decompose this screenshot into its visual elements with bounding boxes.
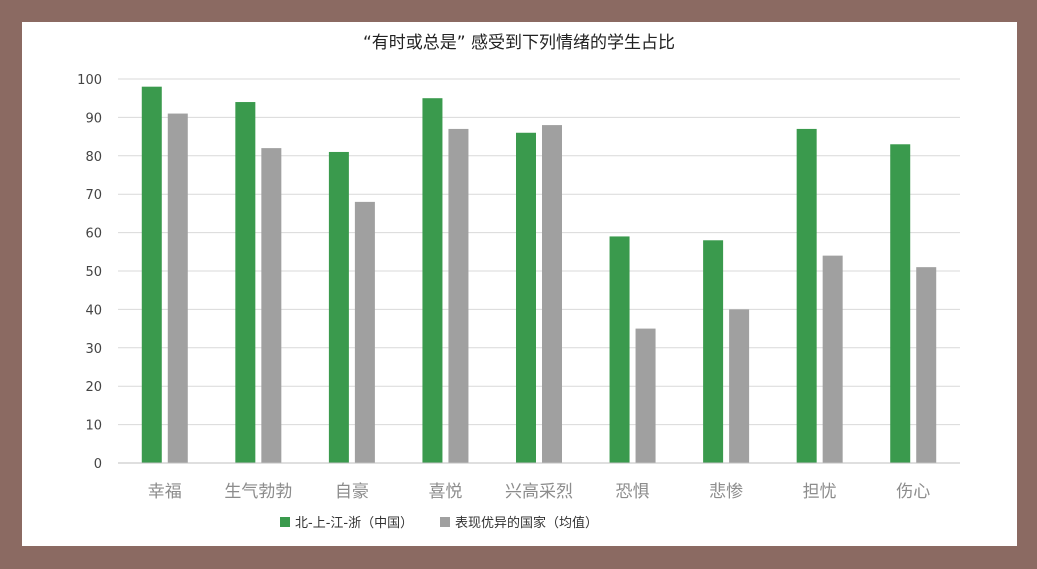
y-tick-label: 60 [85,227,102,242]
x-tick-label: 兴高采烈 [505,482,573,502]
y-axis-ticks: 0 10 20 30 40 50 60 70 80 90 100 [77,73,102,472]
bar-china [422,98,443,463]
bar-top-countries [354,201,375,463]
legend-swatch [440,517,450,527]
x-tick-label: 幸福 [148,482,182,502]
bar-top-countries [729,309,750,463]
legend-label: 北-上-江-浙（中国） [295,516,413,531]
x-tick-label: 恐惧 [616,482,650,502]
x-tick-label: 担忧 [803,482,837,502]
y-tick-label: 10 [85,419,102,434]
bar-top-countries [448,128,469,464]
x-tick-label: 伤心 [896,482,930,502]
legend: 北-上-江-浙（中国） 表现优异的国家（均值） [280,515,598,531]
bar-china [703,240,724,463]
bars [141,86,937,464]
gridlines [118,78,960,426]
legend-swatch [280,517,290,527]
y-tick-label: 30 [85,342,102,357]
y-tick-label: 80 [85,150,102,165]
bar-top-countries [167,113,188,463]
bar-china [796,128,817,464]
y-tick-label: 20 [85,380,102,395]
bar-china [235,102,256,463]
y-tick-label: 70 [85,188,102,203]
chart-frame: “有时或总是” 感受到下列情绪的学生占比 0 10 20 30 40 50 60 70 80 90… [22,22,1017,546]
y-tick-label: 40 [85,303,102,318]
legend-label: 表现优异的国家（均值） [455,515,598,531]
bar-top-countries [822,255,843,463]
bar-china [516,132,536,463]
bar-china [890,144,911,463]
x-tick-label: 喜悦 [428,482,462,502]
y-tick-label: 90 [85,111,102,126]
bar-top-countries [261,148,282,463]
y-tick-label: 100 [77,73,102,88]
bar-china [609,236,630,463]
y-tick-label: 0 [94,457,102,472]
bar-chart: “有时或总是” 感受到下列情绪的学生占比 0 10 20 30 40 50 60 70 80 90… [77,33,960,531]
bar-top-countries [542,125,562,463]
y-tick-label: 50 [85,265,102,280]
x-tick-label: 悲惨 [709,482,743,502]
x-tick-label: 自豪 [335,481,369,502]
bar-top-countries [635,328,656,463]
chart-title: “有时或总是” 感受到下列情绪的学生占比 [363,33,675,53]
bar-china [141,86,162,464]
x-axis-ticks: 幸福 生气勃勃 自豪 喜悦 兴高采烈 恐惧 悲惨 担忧 伤心 [148,481,930,502]
bar-top-countries [916,267,937,463]
x-tick-label: 生气勃勃 [224,482,292,502]
bar-china [328,151,349,463]
